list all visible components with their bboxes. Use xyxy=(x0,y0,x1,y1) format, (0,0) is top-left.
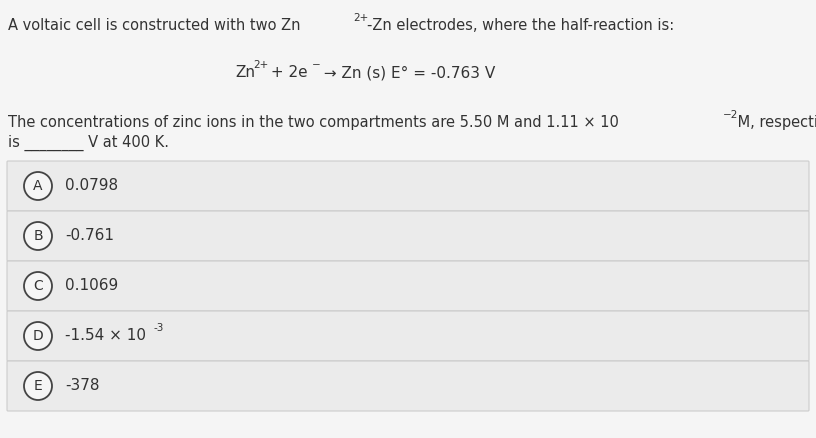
Circle shape xyxy=(24,222,52,250)
Text: is ________ V at 400 K.: is ________ V at 400 K. xyxy=(8,135,169,151)
Circle shape xyxy=(24,272,52,300)
Text: A: A xyxy=(33,179,42,193)
Text: + 2e: + 2e xyxy=(266,65,308,80)
Text: 0.0798: 0.0798 xyxy=(65,179,118,194)
FancyBboxPatch shape xyxy=(7,211,809,261)
Text: -0.761: -0.761 xyxy=(65,229,114,244)
FancyBboxPatch shape xyxy=(7,311,809,361)
Circle shape xyxy=(24,372,52,400)
Text: -378: -378 xyxy=(65,378,100,393)
Circle shape xyxy=(24,172,52,200)
Text: The concentrations of zinc ions in the two compartments are 5.50 M and 1.11 × 10: The concentrations of zinc ions in the t… xyxy=(8,115,619,130)
Text: 2+: 2+ xyxy=(253,60,268,70)
Text: -3: -3 xyxy=(154,323,164,333)
Text: → Zn (s) E° = -0.763 V: → Zn (s) E° = -0.763 V xyxy=(319,65,495,80)
FancyBboxPatch shape xyxy=(7,161,809,211)
Text: D: D xyxy=(33,329,43,343)
Text: M, respectively. The cell emf: M, respectively. The cell emf xyxy=(733,115,816,130)
Text: −: − xyxy=(312,60,321,70)
Text: 0.1069: 0.1069 xyxy=(65,279,118,293)
Text: C: C xyxy=(33,279,43,293)
Text: 2+: 2+ xyxy=(353,13,368,23)
FancyBboxPatch shape xyxy=(7,361,809,411)
Text: -Zn electrodes, where the half-reaction is:: -Zn electrodes, where the half-reaction … xyxy=(367,18,674,33)
FancyBboxPatch shape xyxy=(7,261,809,311)
Text: A voltaic cell is constructed with two Zn: A voltaic cell is constructed with two Z… xyxy=(8,18,300,33)
Text: Zn: Zn xyxy=(235,65,255,80)
Text: −2: −2 xyxy=(723,110,738,120)
Circle shape xyxy=(24,322,52,350)
Text: E: E xyxy=(33,379,42,393)
Text: B: B xyxy=(33,229,42,243)
Text: -1.54 × 10: -1.54 × 10 xyxy=(65,328,146,343)
